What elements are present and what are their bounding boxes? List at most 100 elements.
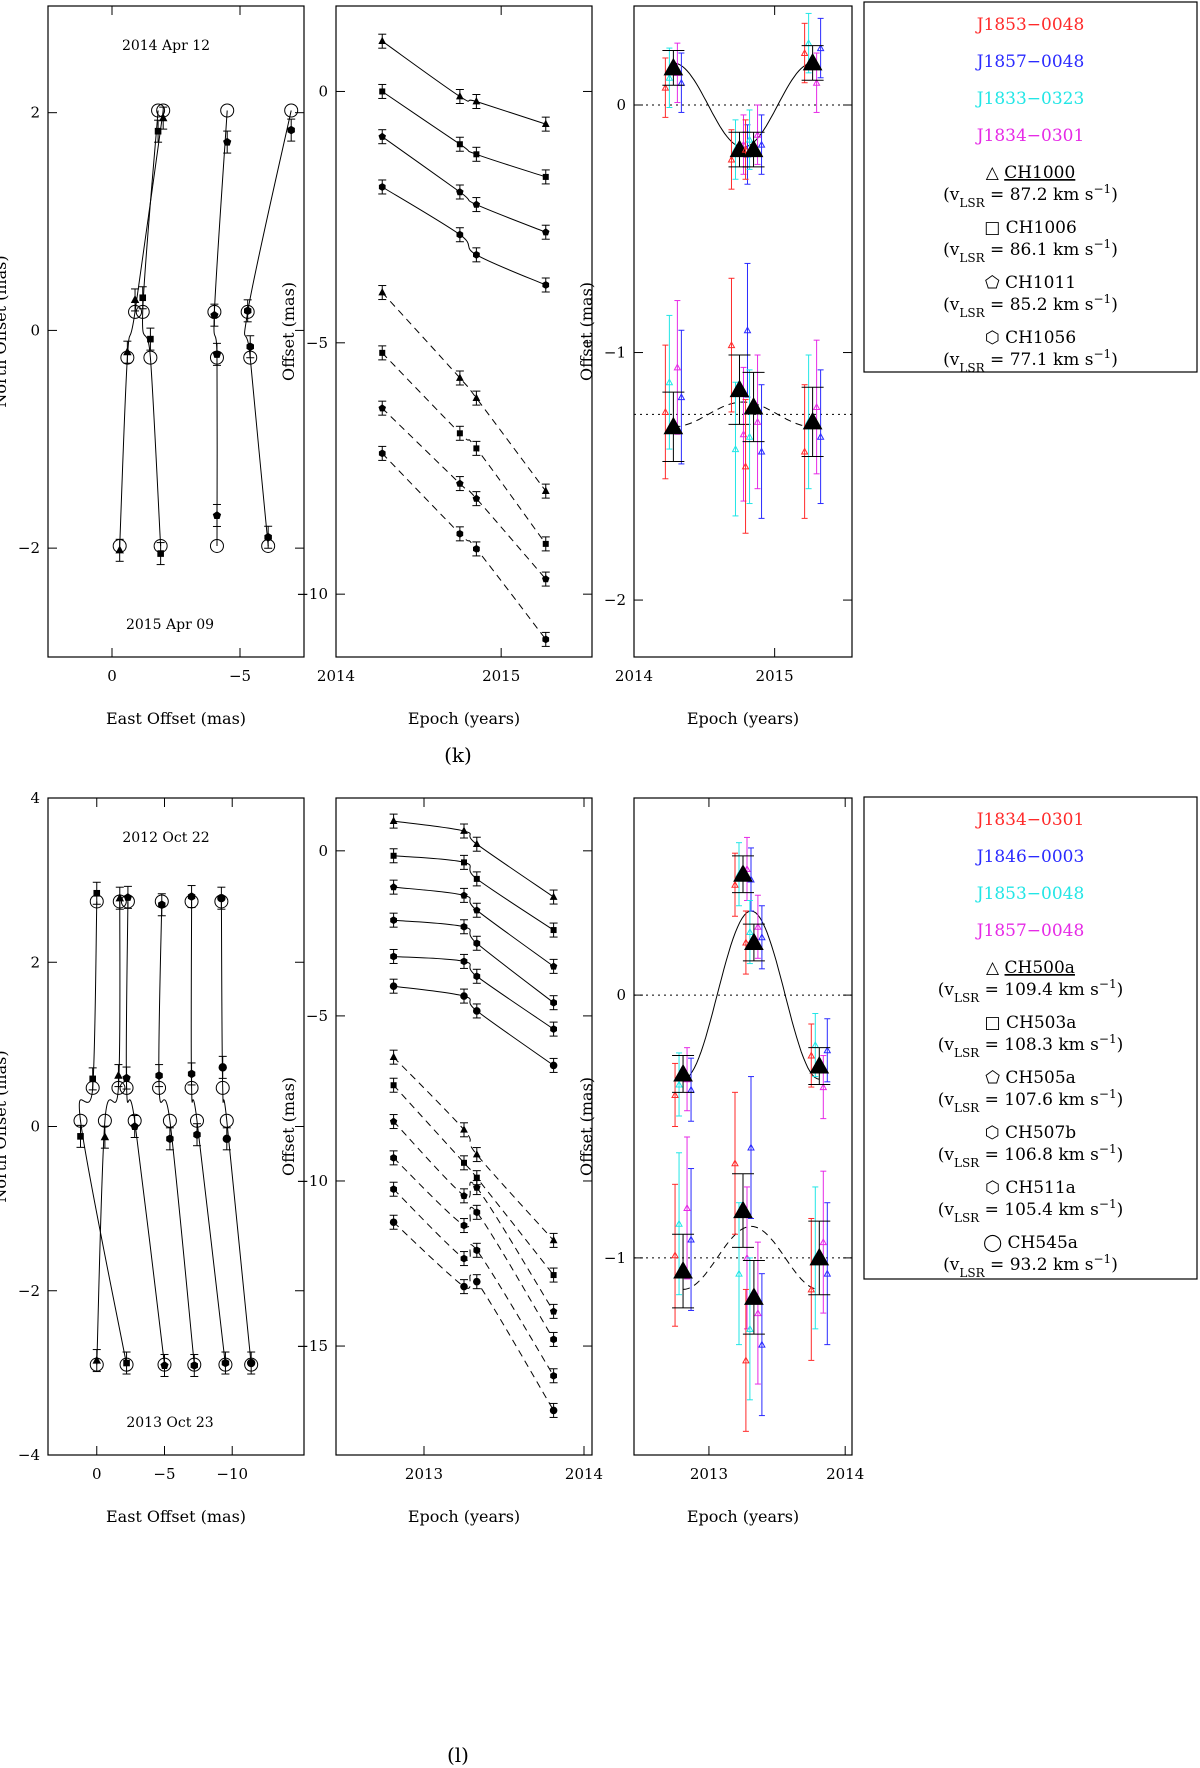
time-point bbox=[550, 1371, 558, 1380]
quasar-point bbox=[665, 378, 674, 386]
quasar-point bbox=[800, 48, 809, 57]
residual-plot: 2014 2015 0 −1 −2 Epoch (years) Offset (mas) bbox=[577, 5, 853, 728]
time-point bbox=[456, 188, 464, 196]
legend-spot-symbol: △ bbox=[986, 163, 1004, 183]
panel-k: 0 −5 −2 0 2 East Offset (mas) North Offset (ma… bbox=[0, 1, 1198, 767]
time-point bbox=[378, 132, 387, 140]
legend-spot-name: ⬡ CH1056 bbox=[985, 328, 1076, 348]
time-point bbox=[541, 228, 550, 236]
legend-spot-symbol: ⬠ bbox=[985, 1068, 1005, 1088]
quasar-point bbox=[823, 1269, 832, 1277]
sky-spot-marker bbox=[93, 889, 101, 897]
sky-spot-marker bbox=[246, 342, 254, 351]
legend-quasar-name: J1853−0048 bbox=[975, 15, 1085, 35]
legend-spot-vlsr: (vLSR = 87.2 km s−1) bbox=[943, 182, 1118, 210]
quasar-point bbox=[819, 1083, 828, 1091]
legend: J1834−0301 J1846−0003 J1853−0048 J1857−0048… bbox=[863, 796, 1198, 1280]
legend-spot-vlsr: (vLSR = 107.6 km s−1) bbox=[938, 1087, 1124, 1115]
quasar-point bbox=[731, 880, 739, 888]
quasar-point bbox=[807, 1285, 816, 1293]
time-point bbox=[460, 1191, 468, 1200]
sky-model-circle bbox=[220, 103, 235, 118]
residual-ytick-label: −1 bbox=[604, 344, 626, 362]
legend-spot-name: ⬡ CH507b bbox=[985, 1123, 1077, 1143]
quasar-point bbox=[800, 447, 809, 455]
time-series-line bbox=[393, 1056, 554, 1241]
legend-spot-symbol: ⬡ bbox=[985, 328, 1005, 348]
time-point bbox=[549, 892, 558, 900]
legend-spot-label: CH505a bbox=[1005, 1068, 1075, 1088]
sky-spot-marker bbox=[210, 310, 219, 319]
mean-residual-marker bbox=[802, 52, 823, 71]
legend-spot-symbol: ◯ bbox=[983, 1233, 1007, 1253]
time-point bbox=[550, 1335, 558, 1344]
time-point bbox=[549, 1307, 558, 1315]
time-series-line bbox=[393, 1157, 555, 1340]
quasar-point bbox=[753, 417, 762, 425]
quasar-point bbox=[747, 1143, 755, 1151]
sky-spot-marker bbox=[187, 1069, 196, 1079]
mean-residual-marker bbox=[802, 411, 823, 430]
sky-spot-marker bbox=[287, 125, 295, 135]
time-point bbox=[389, 1052, 398, 1061]
legend-spot-name: ⬠ CH505a bbox=[985, 1068, 1076, 1088]
sky-spot-marker bbox=[166, 1134, 174, 1144]
time-series-line bbox=[381, 186, 546, 286]
time-point bbox=[472, 839, 481, 848]
time-point bbox=[473, 445, 480, 452]
sky-spot-marker bbox=[89, 1075, 96, 1083]
sky-spot-marker bbox=[246, 1358, 256, 1368]
legend-spot-label: CH1056 bbox=[1005, 328, 1076, 348]
legend-spot-label: CH507b bbox=[1005, 1123, 1076, 1143]
time-point bbox=[460, 922, 468, 931]
quasar-point bbox=[742, 1356, 750, 1364]
legend-quasar-name: J1833−0323 bbox=[975, 89, 1085, 109]
quasar-point bbox=[816, 44, 825, 52]
sky-spot-marker bbox=[154, 127, 162, 135]
quasar-point bbox=[683, 1203, 691, 1211]
time-point bbox=[472, 1277, 481, 1286]
legend-spot-label: CH500a bbox=[1005, 958, 1075, 978]
quasar-point bbox=[757, 140, 766, 148]
sky-track bbox=[119, 110, 164, 547]
time-ytick-label: −5 bbox=[306, 1007, 328, 1025]
sky-spot-marker bbox=[158, 900, 166, 910]
time-xtick-label: 2014 bbox=[317, 667, 355, 685]
legend-spot-vlsr: (vLSR = 93.2 km s−1) bbox=[943, 1252, 1118, 1280]
sky-spot-marker bbox=[130, 295, 140, 304]
time-point bbox=[550, 998, 558, 1007]
residual-xtick-label: 2013 bbox=[690, 1465, 728, 1483]
quasar-point bbox=[731, 1159, 739, 1167]
quasar-point bbox=[727, 341, 736, 349]
time-point bbox=[473, 906, 481, 914]
sky-ylabel: North Offset (mas) bbox=[0, 1050, 10, 1202]
time-point bbox=[473, 151, 480, 158]
time-point bbox=[461, 1159, 468, 1166]
sky-spot-marker bbox=[212, 350, 222, 358]
sky-spot-marker bbox=[123, 1359, 130, 1367]
time-point bbox=[456, 479, 464, 487]
quasar-point bbox=[819, 1238, 828, 1246]
quasar-point bbox=[746, 927, 754, 936]
time-point bbox=[456, 141, 463, 148]
residual-xlabel: Epoch (years) bbox=[687, 709, 799, 728]
sky-model-circle bbox=[143, 350, 158, 365]
residual-ytick-label: 0 bbox=[616, 96, 626, 114]
residual-xtick-label: 2014 bbox=[826, 1465, 864, 1483]
time-point bbox=[390, 1082, 397, 1089]
time-series-line bbox=[381, 40, 546, 125]
time-point bbox=[455, 92, 464, 100]
time-xtick-label: 2015 bbox=[482, 667, 520, 685]
time-point bbox=[472, 200, 481, 208]
legend-quasar-name: J1846−0003 bbox=[975, 847, 1085, 867]
sky-ytick-label: −4 bbox=[18, 1446, 40, 1464]
time-point bbox=[460, 1282, 468, 1291]
sky-model-circle bbox=[162, 1113, 177, 1128]
time-ytick-label: −15 bbox=[296, 1337, 328, 1355]
time-series-line bbox=[381, 136, 546, 233]
sky-ytick-label: −2 bbox=[18, 539, 40, 557]
residual-ytick-label: 0 bbox=[616, 986, 626, 1004]
sky-epoch-end-label: 2013 Oct 23 bbox=[126, 1415, 213, 1431]
sky-spot-marker bbox=[187, 892, 196, 901]
